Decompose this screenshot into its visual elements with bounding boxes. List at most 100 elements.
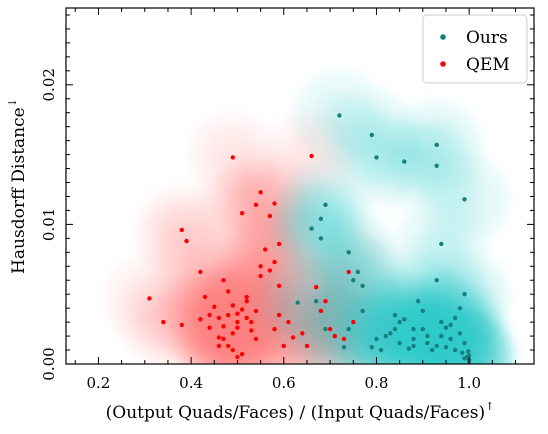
point-qem: [230, 331, 235, 336]
legend-label-qem: QEM: [466, 55, 510, 75]
point-qem: [304, 343, 310, 349]
point-ours: [429, 347, 435, 353]
point-ours: [346, 326, 351, 332]
point-qem: [253, 336, 259, 342]
point-qem: [221, 336, 226, 342]
point-ours: [337, 113, 342, 118]
y-axis-label: Hausdorff Distance: [9, 107, 29, 274]
point-qem: [351, 319, 356, 325]
point-qem: [323, 299, 328, 304]
point-ours: [323, 202, 328, 207]
point-qem: [286, 319, 291, 325]
point-qem: [263, 247, 268, 252]
x-tick-label: 0.8: [365, 374, 389, 392]
point-qem: [253, 308, 259, 314]
point-ours: [425, 333, 430, 339]
point-qem: [341, 336, 347, 342]
point-qem: [239, 307, 245, 312]
density-layer: [103, 69, 516, 364]
point-ours: [392, 326, 398, 332]
point-ours: [434, 142, 439, 147]
point-ours: [439, 333, 444, 339]
point-ours: [457, 331, 463, 336]
y-tick-label: 0.01: [40, 208, 58, 241]
y-axis-title: Hausdorff Distance↓: [6, 98, 29, 274]
point-qem: [161, 319, 166, 325]
point-ours: [346, 250, 351, 255]
legend-label-ours: Ours: [466, 28, 508, 48]
point-ours: [457, 306, 463, 311]
point-ours: [439, 241, 444, 247]
point-qem: [226, 289, 231, 294]
x-tick-label: 0.2: [87, 374, 111, 392]
point-ours: [323, 326, 328, 332]
point-ours: [383, 333, 388, 339]
point-qem: [230, 347, 235, 353]
legend-box: [422, 14, 528, 84]
point-qem: [221, 324, 226, 329]
point-ours: [392, 312, 398, 318]
point-qem: [184, 238, 189, 244]
point-qem: [318, 308, 324, 314]
point-ours: [434, 163, 439, 168]
x-axis-arrow: ↑: [485, 400, 494, 413]
point-ours: [411, 326, 416, 332]
point-ours: [411, 343, 416, 349]
point-qem: [235, 325, 240, 330]
y-axis-arrow: ↓: [6, 98, 19, 107]
point-qem: [216, 315, 222, 321]
point-qem: [198, 317, 203, 322]
point-qem: [207, 312, 212, 318]
point-qem: [202, 294, 208, 300]
point-ours: [411, 336, 416, 342]
point-ours: [374, 155, 379, 160]
point-ours: [466, 353, 472, 358]
point-ours: [434, 343, 439, 349]
point-ours: [397, 319, 402, 325]
point-qem: [300, 331, 305, 336]
point-qem: [239, 211, 245, 216]
point-qem: [258, 273, 263, 279]
point-ours: [416, 299, 421, 304]
y-tick-label: 0.00: [40, 347, 58, 380]
point-qem: [230, 303, 235, 308]
point-qem: [332, 333, 337, 339]
x-axis-label: (Output Quads/Faces) / (Input Quads/Face…: [106, 403, 485, 423]
point-ours: [443, 325, 449, 330]
point-ours: [318, 236, 324, 241]
axis-ticks: 0.2 0.4 0.6 0.8 1.0 0.00 0.01 0.02: [40, 8, 534, 392]
point-qem: [267, 213, 273, 219]
point-ours: [460, 350, 465, 355]
point-qem: [258, 264, 263, 269]
point-qem: [216, 343, 222, 349]
point-ours: [462, 197, 467, 202]
y-tick-label: 0.02: [40, 68, 58, 101]
point-ours: [360, 308, 365, 314]
point-ours: [341, 345, 347, 350]
point-qem: [235, 311, 240, 316]
x-tick-label: 1.0: [457, 374, 481, 392]
point-ours: [360, 283, 365, 288]
point-ours: [453, 315, 458, 321]
point-ours: [318, 216, 324, 221]
point-ours: [453, 347, 458, 353]
point-qem: [327, 326, 333, 332]
point-qem: [212, 304, 217, 309]
point-ours: [420, 326, 425, 332]
point-qem: [226, 343, 231, 349]
point-qem: [253, 202, 259, 207]
point-ours: [420, 308, 425, 314]
point-qem: [258, 190, 263, 195]
density-ours: [251, 69, 516, 364]
point-ours: [397, 340, 402, 346]
point-ours: [369, 345, 374, 350]
point-qem: [244, 299, 249, 304]
point-qem: [276, 283, 282, 288]
point-qem: [147, 296, 152, 301]
point-qem: [272, 201, 277, 206]
point-qem: [216, 335, 222, 340]
point-qem: [244, 315, 249, 321]
point-ours: [309, 226, 314, 231]
point-qem: [226, 312, 231, 318]
point-ours: [443, 345, 449, 350]
